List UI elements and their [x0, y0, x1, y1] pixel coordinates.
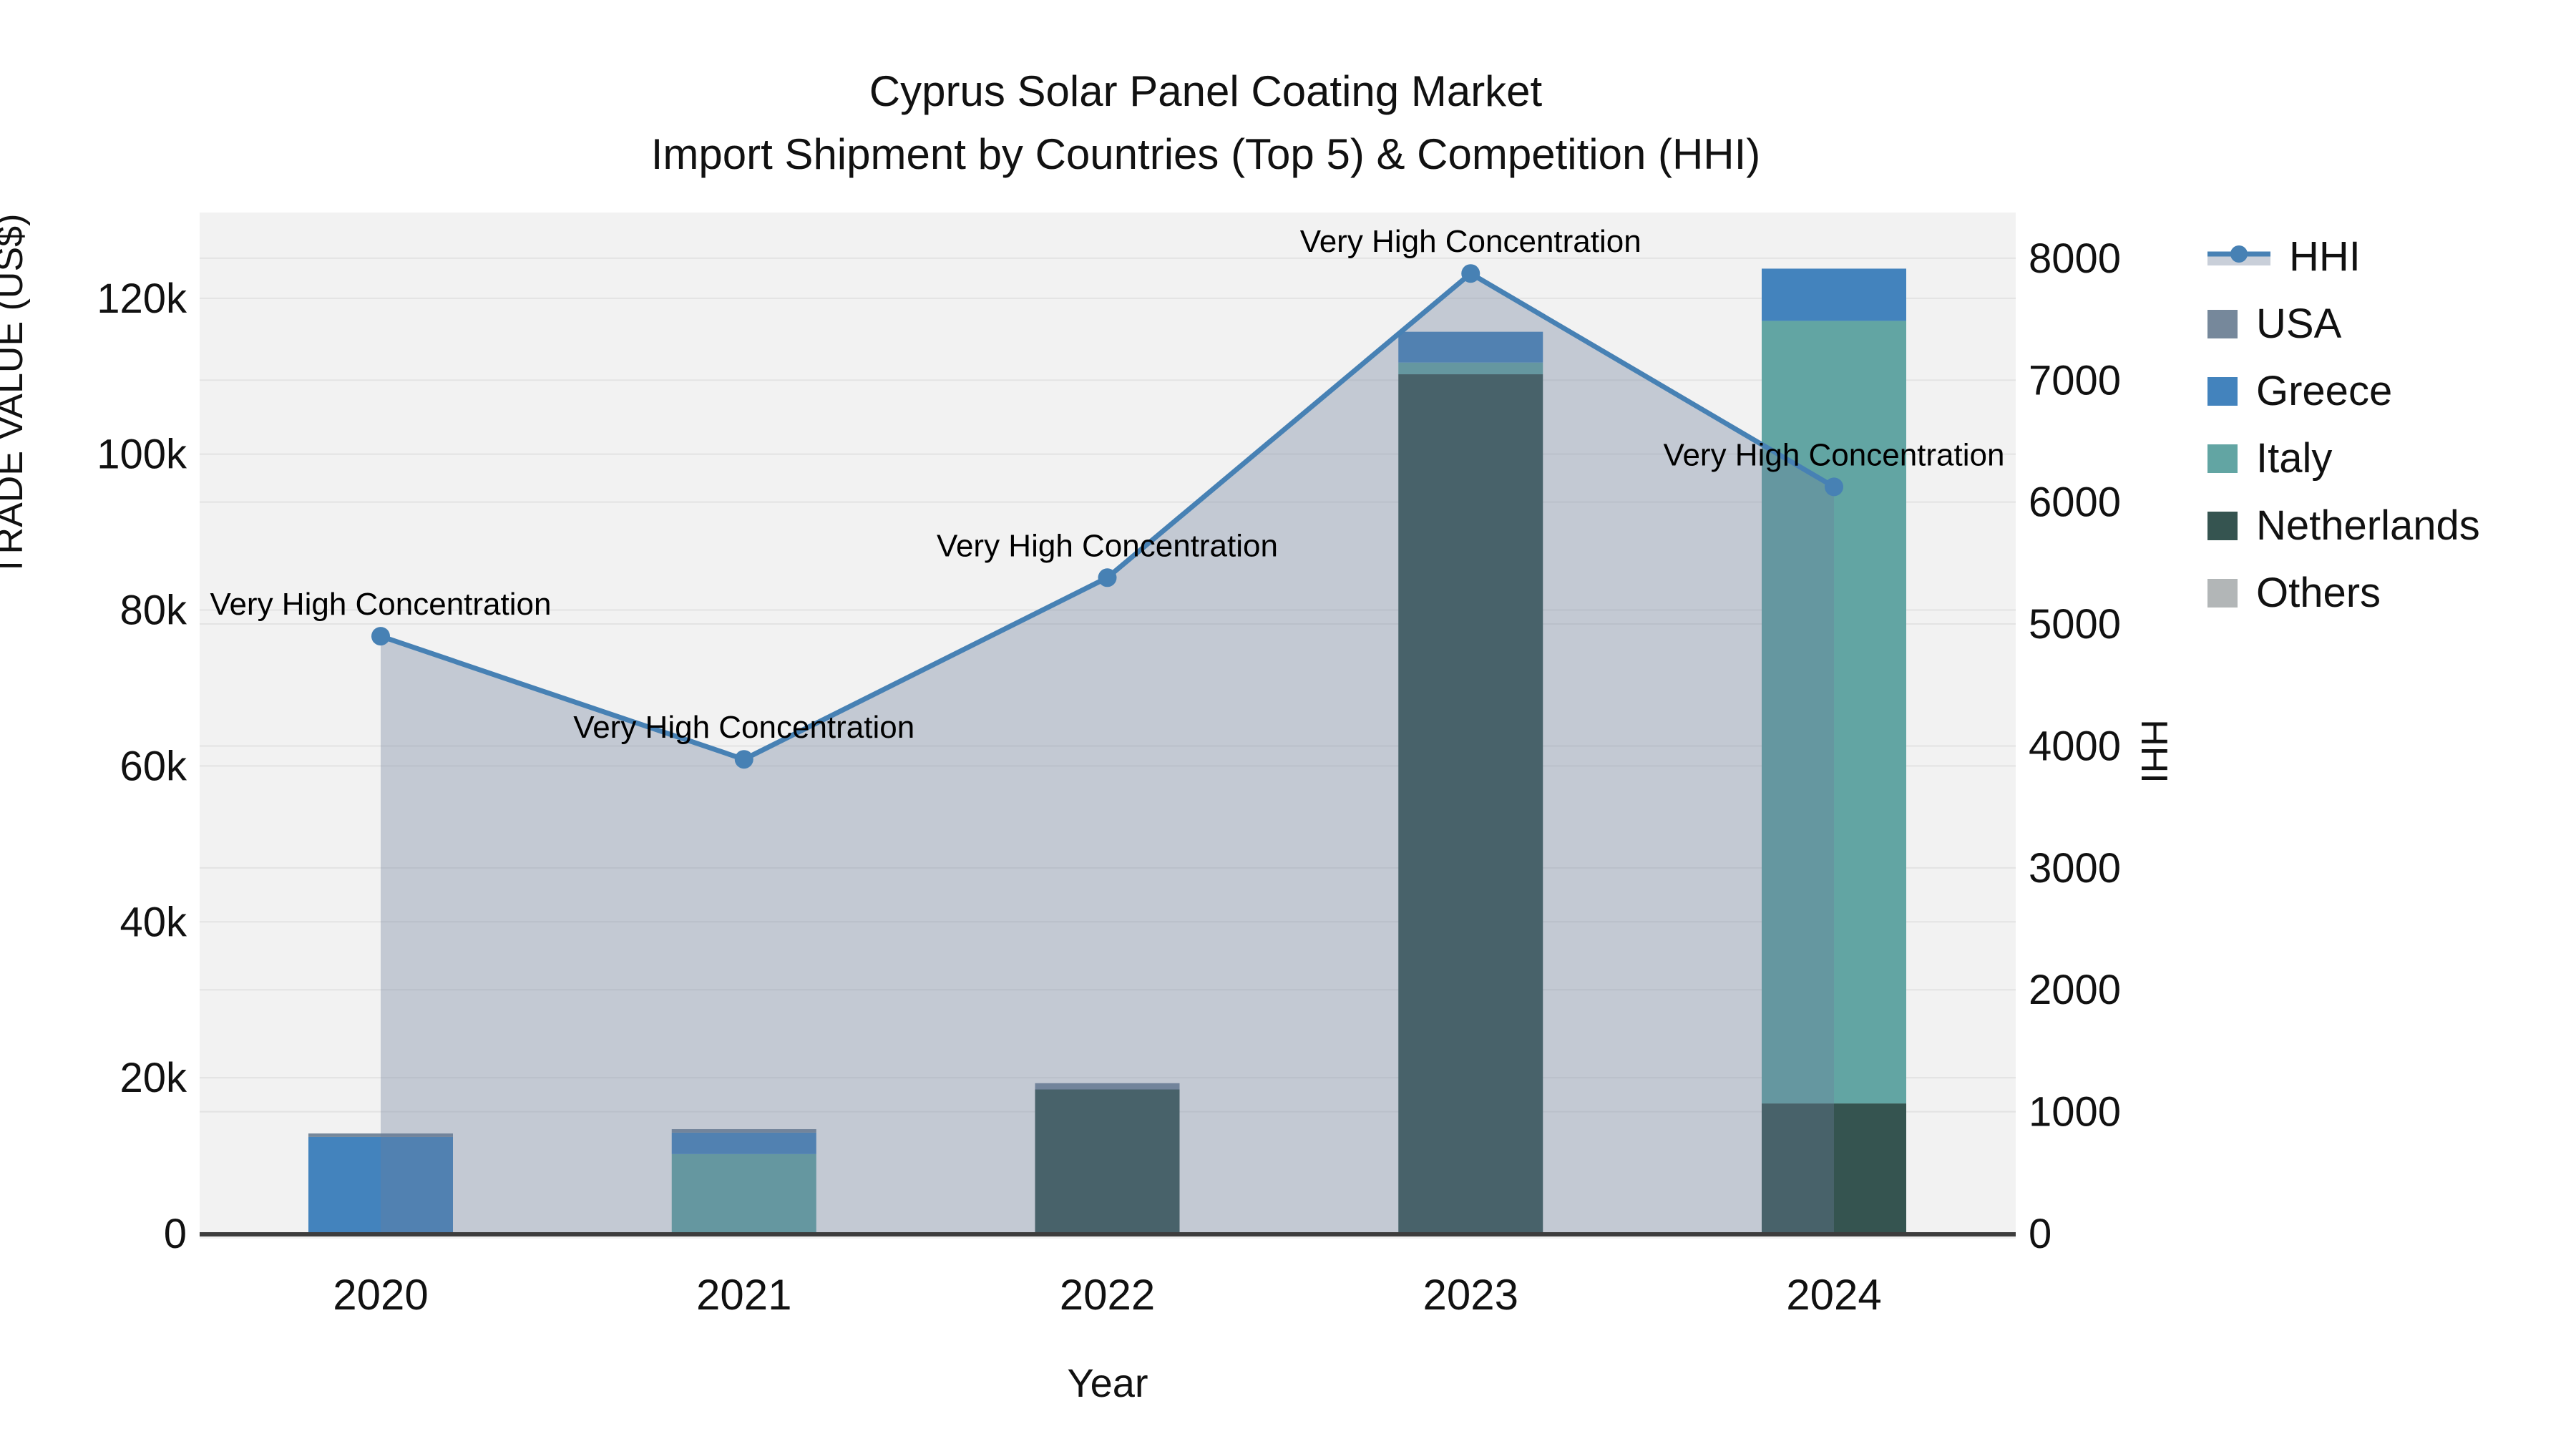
y-right-tick-label: 6000 [2029, 479, 2121, 526]
legend-item-netherlands[interactable]: Netherlands [2207, 505, 2480, 547]
y-right-tick-label: 2000 [2029, 967, 2121, 1013]
y-right-tick-label: 8000 [2029, 235, 2121, 282]
x-tick-label: 2023 [1423, 1271, 1518, 1319]
bar-segment-greece-2020[interactable] [308, 1136, 453, 1234]
x-tick-label: 2021 [696, 1271, 791, 1319]
italy-swatch-icon [2207, 444, 2238, 473]
legend-item-italy[interactable]: Italy [2207, 438, 2480, 479]
legend-label: HHI [2289, 233, 2361, 280]
y-axis-left-title: TRADE VALUE (US$) [0, 213, 31, 577]
bar-segment-italy-2024[interactable] [1762, 321, 1906, 1104]
hhi-marker-2020[interactable] [371, 627, 390, 646]
x-axis-title: Year [1067, 1360, 1148, 1405]
y-left-tick-label: 120k [97, 275, 187, 322]
chart-title: Cyprus Solar Panel Coating Market [869, 67, 1543, 115]
x-tick-label: 2022 [1060, 1271, 1155, 1319]
hhi-marker-2024[interactable] [1825, 477, 1843, 497]
plot-background [200, 213, 2016, 1239]
annotation-2023: Very High Concentration [1300, 224, 1641, 259]
y-right-tick-label: 5000 [2029, 601, 2121, 648]
hhi-area-fill [381, 273, 1834, 1234]
x-tick-label: 2020 [333, 1271, 428, 1319]
bar-segment-italy-2021[interactable] [671, 1153, 816, 1234]
bar-segment-netherlands-2022[interactable] [1035, 1089, 1180, 1234]
annotation-2021: Very High Concentration [573, 710, 914, 745]
y-right-tick-label: 0 [2029, 1211, 2051, 1257]
y-left-tick-label: 40k [119, 899, 187, 945]
legend-label: USA [2256, 301, 2342, 347]
bar-segment-usa-2020[interactable] [308, 1133, 453, 1137]
legend-item-hhi[interactable]: HHI [2207, 236, 2480, 278]
y-right-tick-label: 7000 [2029, 357, 2121, 404]
y-left-tick-label: 80k [119, 587, 187, 634]
y-left-tick-label: 0 [164, 1211, 187, 1257]
legend-label: Italy [2256, 435, 2333, 482]
x-axis-line [200, 1232, 2016, 1236]
greece-swatch-icon [2207, 377, 2238, 406]
hhi-marker-2023[interactable] [1461, 264, 1480, 283]
bar-segment-netherlands-2023[interactable] [1398, 374, 1543, 1234]
x-tick-label: 2024 [1786, 1271, 1881, 1319]
bar-segment-greece-2021[interactable] [671, 1132, 816, 1154]
legend-label: Greece [2256, 368, 2393, 414]
y-left-tick-label: 100k [97, 431, 187, 478]
bar-segment-greece-2024[interactable] [1762, 268, 1906, 321]
y-right-tick-label: 1000 [2029, 1089, 2121, 1136]
y-axis-right-title: HHI [2133, 719, 2175, 784]
y-left-tick-label: 20k [119, 1055, 187, 1101]
annotation-2024: Very High Concentration [1664, 437, 2005, 472]
legend-item-greece[interactable]: Greece [2207, 371, 2480, 412]
annotation-2022: Very High Concentration [937, 528, 1278, 563]
hhi-marker-2021[interactable] [734, 750, 753, 769]
bar-segment-italy-2023[interactable] [1398, 362, 1543, 375]
bar-segment-greece-2023[interactable] [1398, 331, 1543, 363]
legend-item-usa[interactable]: USA [2207, 303, 2480, 345]
legend-label: Others [2256, 570, 2381, 616]
legend-item-others[interactable]: Others [2207, 572, 2480, 614]
hhi-line-sample-icon [2207, 243, 2270, 271]
bar-segment-usa-2022[interactable] [1035, 1083, 1180, 1090]
bar-segment-usa-2021[interactable] [671, 1129, 816, 1133]
legend-label: Netherlands [2256, 502, 2480, 549]
y-right-tick-label: 3000 [2029, 845, 2121, 892]
chart-subtitle: Import Shipment by Countries (Top 5) & C… [650, 130, 1761, 178]
bar-segment-netherlands-2024[interactable] [1762, 1103, 1906, 1234]
usa-swatch-icon [2207, 310, 2238, 338]
others-swatch-icon [2207, 579, 2238, 608]
netherlands-swatch-icon [2207, 512, 2238, 540]
legend: HHI USA Greece Italy Netherlands Others [2207, 236, 2480, 614]
y-right-tick-label: 4000 [2029, 723, 2121, 769]
y-left-tick-label: 60k [119, 743, 187, 789]
annotation-2020: Very High Concentration [210, 587, 552, 622]
hhi-marker-2022[interactable] [1098, 568, 1117, 587]
